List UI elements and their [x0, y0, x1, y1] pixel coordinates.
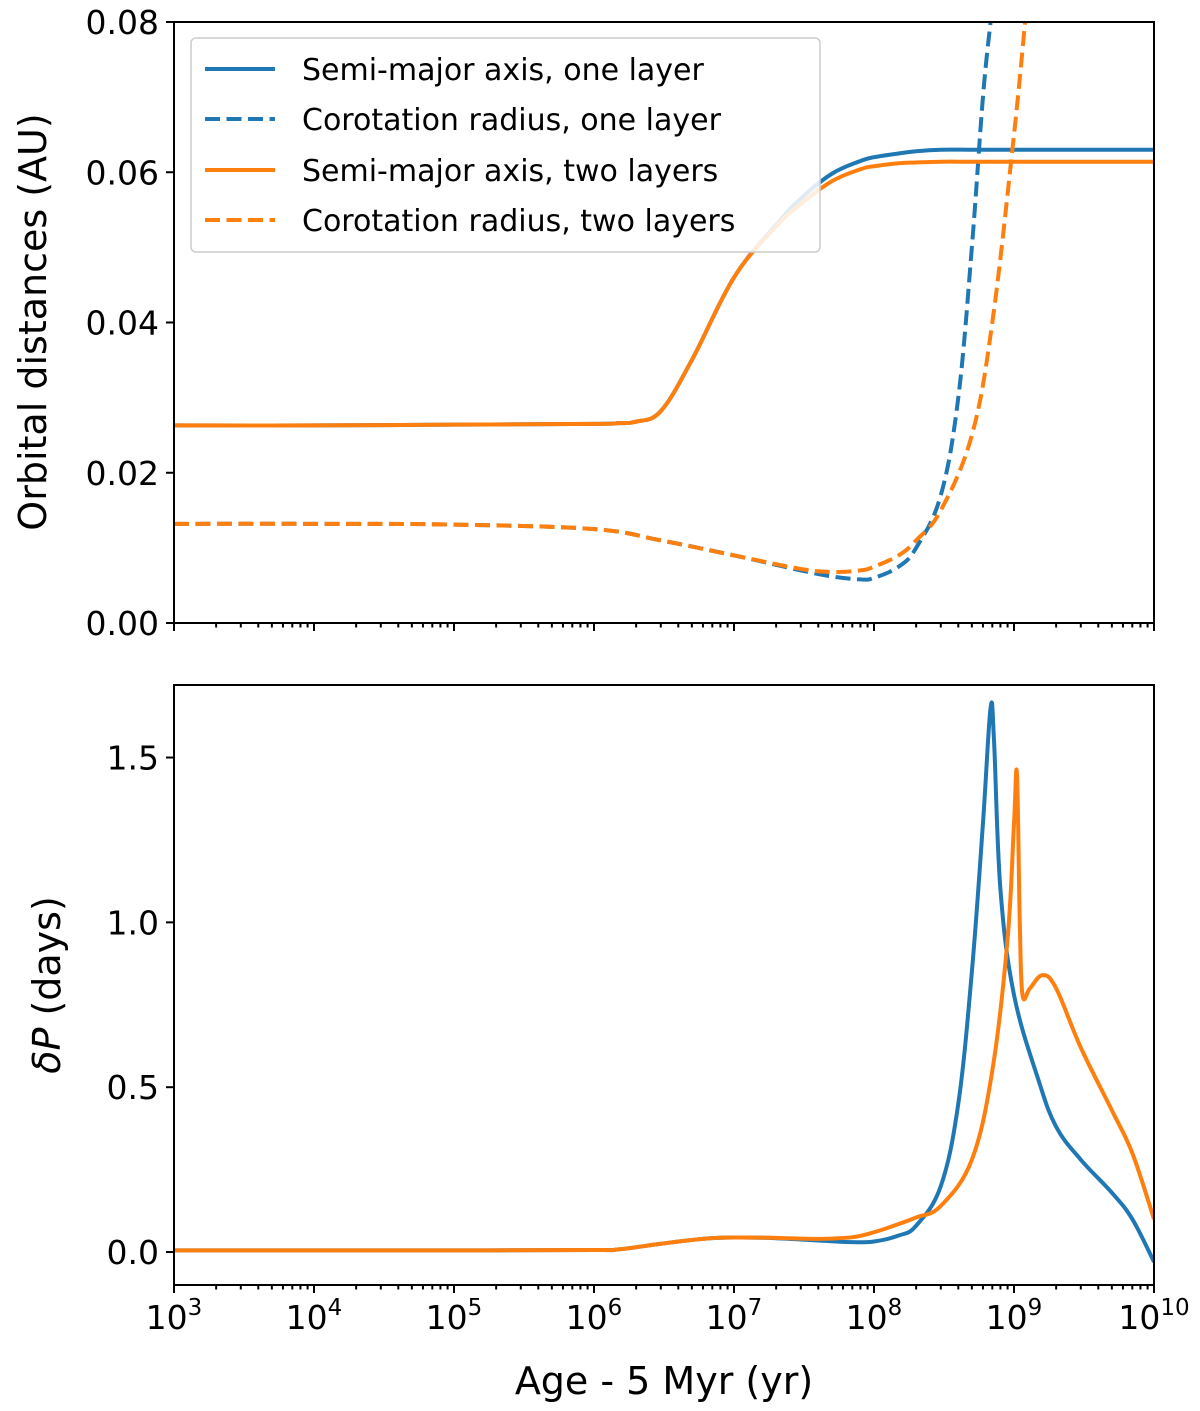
- legend-entry-1: Semi-major axis, one layer: [205, 53, 705, 88]
- xtick-label: 104: [286, 1295, 343, 1337]
- legend-box: [190, 37, 821, 253]
- legend-label-4: Corotation radius, two layers: [302, 204, 735, 239]
- xtick-label: 106: [566, 1295, 623, 1337]
- top-y-ticks: 0.00 0.02 0.04 0.06 0.08: [86, 3, 174, 643]
- bottom-ytick-label: 1.5: [107, 739, 159, 778]
- bottom-panel: 0.0 0.5 1.0 1.5 103 104 105 106 107 108 109 1010 δ…: [25, 684, 1190, 1403]
- legend-entry-2: Corotation radius, one layer: [205, 103, 722, 138]
- bottom-ytick-label: 0.0: [107, 1233, 159, 1272]
- bottom-ytick-label: 1.0: [107, 903, 159, 942]
- top-ytick-label: 0.02: [86, 454, 159, 493]
- xtick-label: 1010: [1118, 1295, 1189, 1337]
- top-ytick-label: 0.04: [86, 304, 159, 343]
- bottom-series-1-line: [174, 700, 1154, 1263]
- bottom-y-axis-label: δP (days): [25, 896, 69, 1074]
- xtick-label: 109: [986, 1295, 1043, 1337]
- delta-p-symbol: δP: [25, 1028, 69, 1074]
- top-x-ticks: [173, 623, 1155, 631]
- bottom-axes-frame: [173, 684, 1155, 1286]
- top-panel: 0.00 0.02 0.04 0.06 0.08 Orbital distances (…: [11, 3, 1155, 643]
- bottom-y-ticks: 0.0 0.5 1.0 1.5: [107, 739, 174, 1272]
- xtick-label: 103: [146, 1295, 203, 1337]
- legend-entry-4: Corotation radius, two layers: [205, 204, 735, 239]
- legend-label-3: Semi-major axis, two layers: [302, 154, 718, 189]
- xtick-label: 105: [426, 1295, 483, 1337]
- top-series-4-line: [174, 22, 1028, 574]
- legend: Semi-major axis, one layer Corotation ra…: [190, 37, 821, 253]
- x-axis-label: Age - 5 Myr (yr): [515, 1359, 813, 1403]
- xtick-label: 108: [846, 1295, 903, 1337]
- bottom-series-2-line: [174, 767, 1154, 1253]
- top-ytick-label: 0.06: [86, 153, 159, 192]
- legend-label-2: Corotation radius, one layer: [302, 103, 722, 138]
- bottom-x-ticks: 103 104 105 106 107 108 109 1010: [146, 1285, 1190, 1337]
- delta-p-units: (days): [25, 896, 69, 1027]
- legend-entry-3: Semi-major axis, two layers: [205, 154, 718, 189]
- top-ytick-label: 0.08: [86, 3, 159, 42]
- xtick-label: 107: [706, 1295, 763, 1337]
- top-y-axis-label: Orbital distances (AU): [11, 113, 55, 530]
- top-ytick-label: 0.00: [86, 604, 159, 643]
- bottom-series-group: [174, 700, 1154, 1263]
- bottom-ytick-label: 0.5: [107, 1068, 159, 1107]
- legend-label-1: Semi-major axis, one layer: [302, 53, 705, 88]
